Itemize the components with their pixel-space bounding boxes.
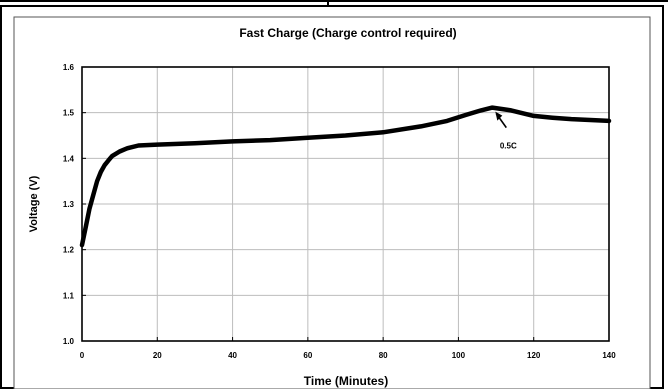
x-tick-label: 120 [527, 351, 541, 360]
annotation-arrowhead [495, 111, 503, 121]
x-tick-label: 100 [452, 351, 466, 360]
x-tick-label: 0 [80, 351, 85, 360]
voltage-line [79, 105, 612, 248]
chart-title: Fast Charge (Charge control required) [239, 26, 456, 40]
y-tick-label: 1.3 [63, 200, 75, 209]
x-tick-label: 20 [153, 351, 162, 360]
axis-ticks: 0 20 40 60 80 100 120 140 1.0 1.1 1.2 1.3 1.4 1.5 1.6 [63, 63, 616, 360]
y-tick-label: 1.0 [63, 337, 75, 346]
x-tick-label: 140 [602, 351, 616, 360]
y-tick-label: 1.4 [63, 154, 75, 163]
x-tick-label: 60 [303, 351, 312, 360]
y-tick-label: 1.5 [63, 109, 75, 118]
y-axis-label: Voltage (V) [28, 175, 40, 232]
x-tick-label: 40 [228, 351, 237, 360]
y-tick-label: 1.6 [63, 63, 75, 72]
chart-panel [13, 16, 651, 389]
annotation-label: 0.5C [500, 142, 517, 151]
x-tick-label: 80 [379, 351, 388, 360]
grid [82, 67, 609, 341]
y-tick-label: 1.2 [63, 246, 75, 255]
series-layer [79, 105, 612, 248]
x-axis-label: Time (Minutes) [304, 374, 388, 388]
y-tick-label: 1.1 [63, 291, 75, 300]
annotation-layer: 0.5C [495, 111, 517, 151]
